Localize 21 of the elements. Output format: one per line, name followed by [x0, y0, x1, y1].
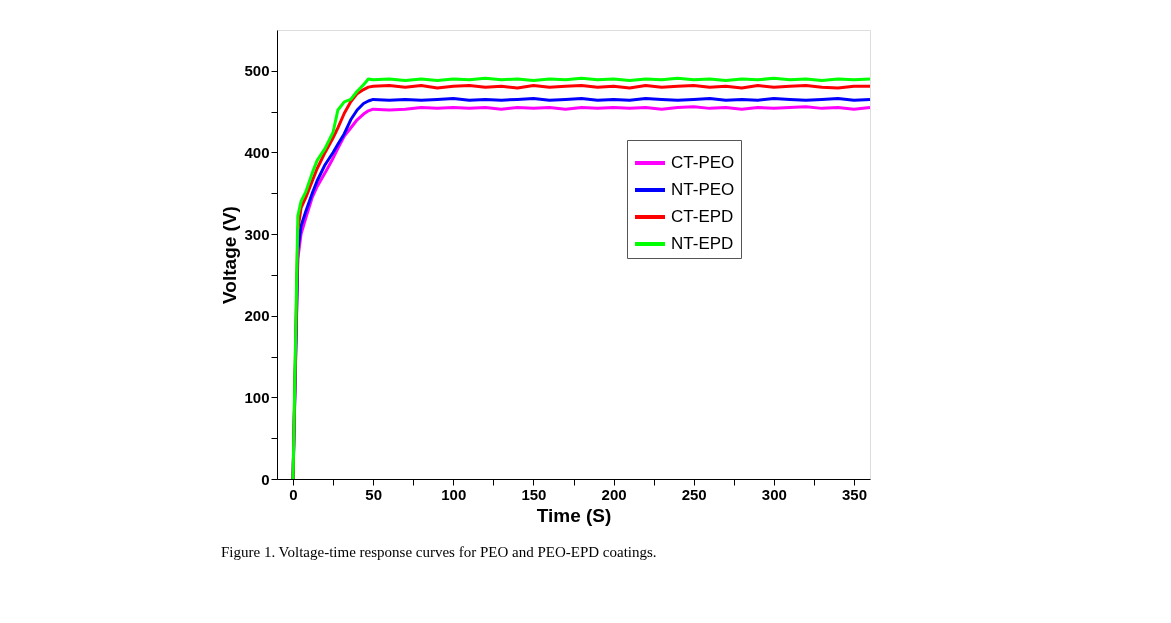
y-axis-title: Voltage (V): [219, 206, 241, 304]
x-tick-label: 300: [761, 485, 787, 503]
x-tick-label: 150: [521, 485, 547, 503]
y-tick-label: 300: [244, 225, 270, 243]
x-axis-title: Time (S): [536, 504, 612, 526]
caption: Figure 1. Voltage-time response curves for PEO and PEO-EPD coatings.: [220, 544, 657, 560]
x-tick-label: 50: [365, 485, 383, 503]
y-tick-label: 400: [244, 143, 270, 161]
x-tick-label: 250: [681, 485, 707, 503]
y-tick-label: 0: [261, 470, 270, 488]
y-tick-label: 200: [244, 307, 270, 325]
legend-label: CT-EPD: [671, 207, 734, 226]
legend-label: NT-PEO: [671, 180, 735, 199]
legend-label: NT-EPD: [671, 234, 734, 253]
x-tick-label: 0: [289, 485, 298, 503]
x-tick-label: 100: [441, 485, 467, 503]
legend-label: CT-PEO: [671, 153, 735, 172]
x-tick-label: 350: [841, 485, 867, 503]
y-tick-label: 100: [244, 388, 270, 406]
x-tick-label: 200: [601, 485, 627, 503]
y-tick-label: 500: [244, 62, 270, 80]
